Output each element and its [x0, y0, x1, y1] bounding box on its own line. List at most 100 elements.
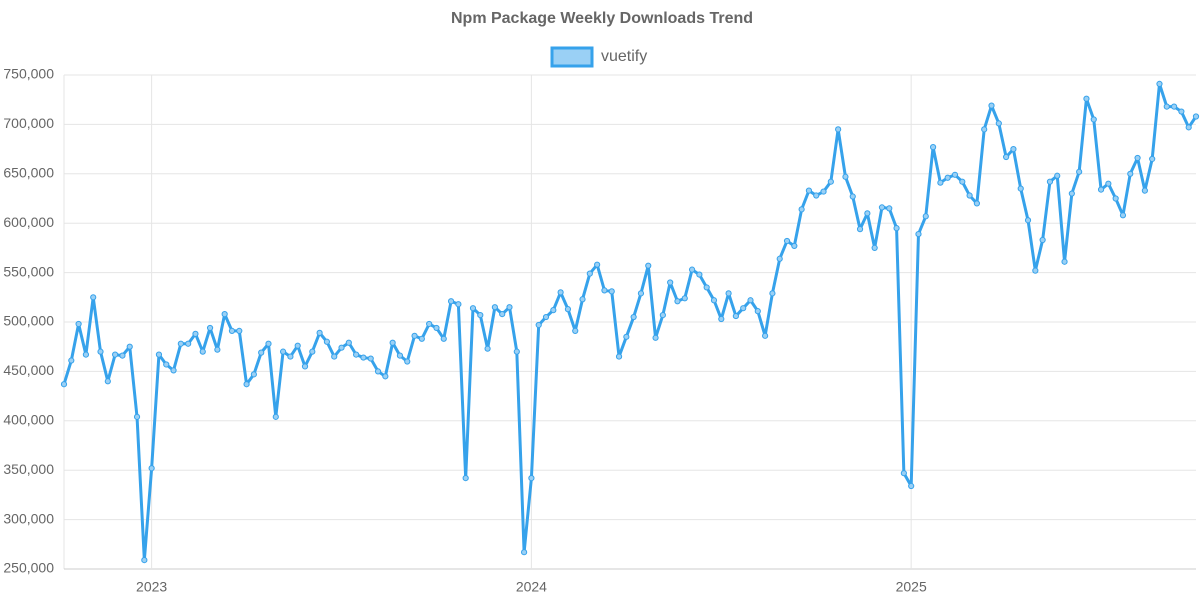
data-point — [206, 324, 214, 332]
data-point — [382, 373, 389, 380]
data-point — [1054, 172, 1061, 179]
data-point — [338, 344, 345, 351]
data-point — [1105, 180, 1112, 187]
data-point — [1149, 155, 1156, 163]
data-point — [630, 313, 637, 321]
y-tick-label: 350,000 — [3, 461, 54, 477]
data-point — [1024, 217, 1032, 224]
data-point — [783, 237, 791, 245]
data-point — [199, 348, 206, 355]
data-point — [418, 335, 425, 342]
data-point — [798, 206, 805, 213]
data-point — [1046, 178, 1054, 185]
data-point — [732, 312, 739, 320]
data-point — [674, 298, 681, 305]
data-point — [228, 327, 236, 334]
data-point — [820, 188, 827, 195]
data-point — [1010, 146, 1017, 153]
data-point — [345, 339, 352, 346]
data-point — [951, 171, 959, 178]
data-point — [805, 187, 813, 194]
data-point — [1083, 95, 1090, 102]
data-point — [294, 342, 301, 349]
y-tick-label: 600,000 — [3, 214, 54, 230]
data-point — [396, 352, 404, 359]
data-point — [68, 357, 75, 364]
data-point — [499, 310, 506, 318]
data-point — [155, 351, 163, 358]
data-point — [1170, 103, 1178, 110]
data-point — [1003, 153, 1010, 161]
data-point — [645, 262, 652, 269]
data-point — [513, 348, 520, 355]
data-point — [214, 346, 221, 353]
data-point — [1097, 186, 1105, 193]
data-point — [959, 178, 966, 185]
data-point — [886, 205, 893, 212]
data-point — [973, 200, 981, 207]
data-point — [126, 343, 133, 350]
data-point — [659, 311, 666, 319]
data-point — [221, 310, 228, 318]
data-point — [937, 179, 944, 186]
data-point — [141, 557, 148, 564]
data-point — [243, 381, 250, 388]
data-point — [601, 287, 608, 294]
data-point — [966, 192, 973, 199]
data-point — [389, 339, 396, 346]
data-point — [1061, 258, 1068, 265]
data-point — [104, 378, 111, 385]
legend-swatch — [550, 46, 594, 68]
data-point — [1119, 212, 1127, 219]
data-point — [535, 321, 542, 329]
data-point — [331, 353, 338, 360]
data-point — [360, 354, 367, 361]
x-tick-label: 2025 — [896, 579, 927, 595]
data-point — [1156, 80, 1163, 87]
data-point — [995, 120, 1002, 127]
data-point — [864, 210, 871, 217]
data-point — [309, 348, 316, 355]
data-point — [813, 192, 820, 199]
x-tick-label: 2024 — [516, 579, 547, 595]
data-point — [1192, 113, 1200, 120]
y-tick-label: 750,000 — [3, 66, 54, 82]
data-point — [667, 279, 674, 286]
data-point — [97, 348, 104, 355]
data-point — [703, 284, 710, 291]
data-point — [404, 358, 411, 365]
data-point — [696, 271, 703, 278]
data-point — [776, 255, 783, 262]
data-point — [769, 290, 776, 297]
data-point — [740, 305, 747, 312]
data-point — [192, 330, 199, 337]
data-point — [250, 371, 257, 378]
data-point — [718, 315, 725, 323]
data-point — [542, 313, 550, 321]
data-point — [236, 327, 243, 334]
data-point — [301, 363, 309, 370]
data-point — [827, 178, 834, 185]
data-point — [637, 290, 645, 297]
data-point — [1127, 170, 1134, 177]
data-point — [1039, 236, 1046, 244]
data-point — [608, 288, 615, 295]
data-point — [922, 213, 929, 220]
data-point — [440, 335, 447, 342]
data-point — [1185, 124, 1192, 131]
data-point — [900, 470, 907, 477]
data-point — [594, 261, 601, 268]
data-point — [1090, 116, 1097, 123]
data-point — [762, 332, 769, 339]
data-point — [60, 381, 68, 388]
data-point — [615, 353, 623, 360]
data-point — [170, 367, 177, 374]
data-point — [1076, 168, 1083, 175]
data-point — [878, 204, 886, 211]
data-point — [725, 290, 732, 297]
data-point — [1112, 195, 1119, 202]
data-point — [433, 324, 440, 332]
data-point — [265, 340, 272, 347]
data-point — [447, 298, 455, 305]
data-point — [1017, 185, 1024, 192]
